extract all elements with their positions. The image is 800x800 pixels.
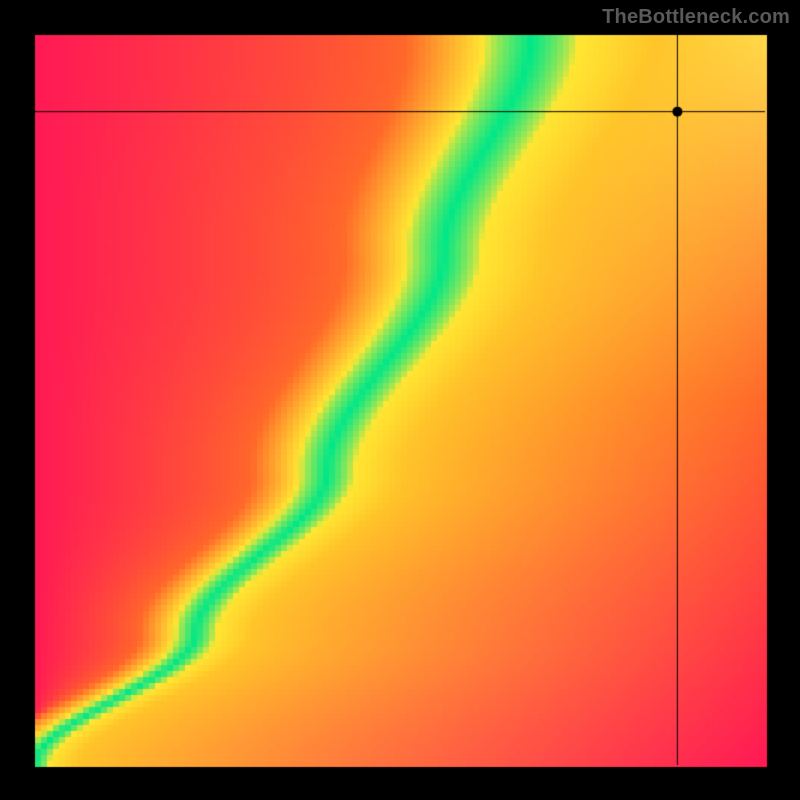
bottleneck-heatmap [0, 0, 800, 800]
watermark-text: TheBottleneck.com [602, 6, 790, 29]
